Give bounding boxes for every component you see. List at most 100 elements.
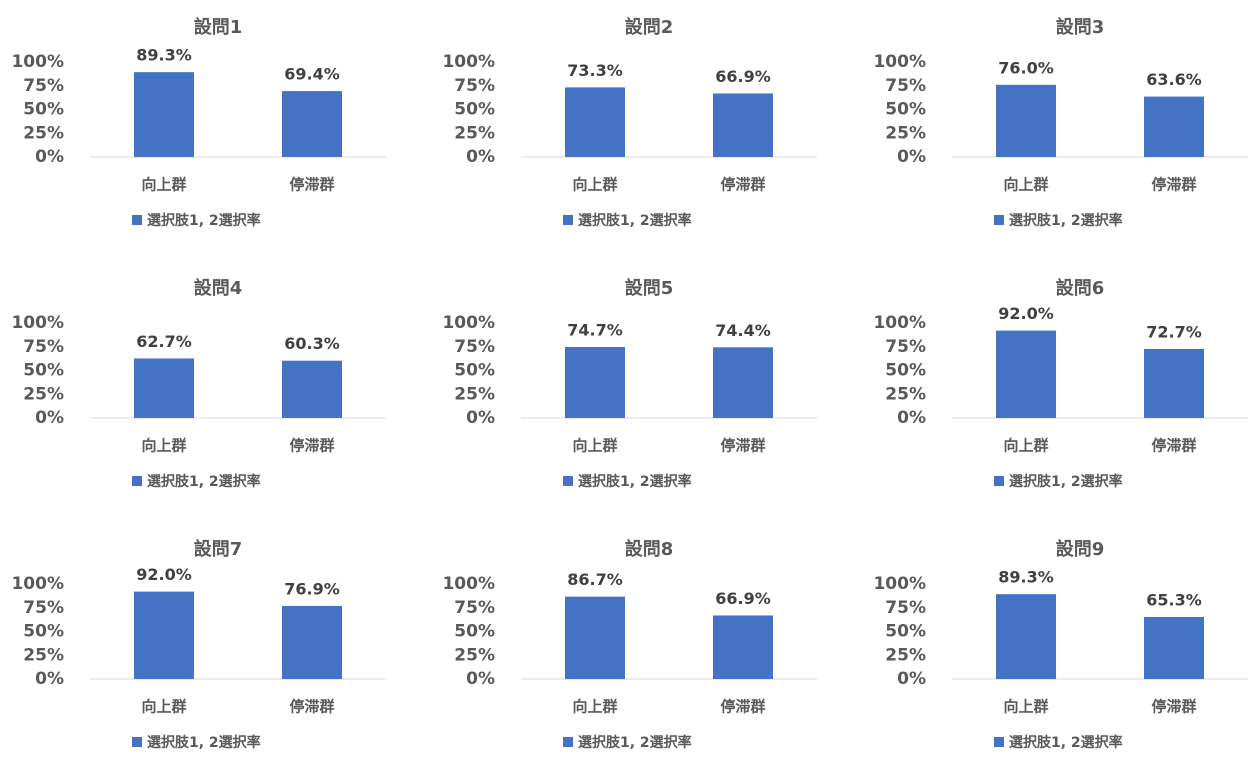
bar bbox=[134, 72, 194, 157]
x-tick-label: 向上群 bbox=[141, 176, 186, 194]
value-label: 86.7% bbox=[567, 570, 623, 589]
y-tick-label: 75% bbox=[23, 76, 64, 96]
x-tick-label: 向上群 bbox=[572, 176, 617, 194]
value-label: 63.6% bbox=[1146, 70, 1202, 89]
value-label: 89.3% bbox=[998, 568, 1054, 587]
y-tick-label: 0% bbox=[35, 147, 64, 167]
y-tick-label: 25% bbox=[454, 645, 495, 665]
legend-label: 選択肢1, 2選択率 bbox=[1009, 212, 1123, 229]
chart-title: 設問7 bbox=[194, 538, 243, 560]
x-tick-label: 停滞群 bbox=[289, 437, 334, 455]
x-tick-label: 停滞群 bbox=[1151, 437, 1196, 455]
x-tick-label: 向上群 bbox=[141, 437, 186, 455]
x-tick-label: 停滞群 bbox=[289, 698, 334, 716]
y-tick-label: 50% bbox=[885, 622, 926, 642]
x-tick-label: 停滞群 bbox=[720, 698, 765, 716]
y-tick-label: 25% bbox=[885, 384, 926, 404]
y-tick-label: 50% bbox=[885, 100, 926, 120]
legend-label: 選択肢1, 2選択率 bbox=[1009, 473, 1123, 490]
y-tick-label: 0% bbox=[35, 669, 64, 689]
bar bbox=[713, 347, 773, 418]
bar bbox=[282, 360, 342, 418]
y-tick-label: 100% bbox=[442, 574, 495, 594]
value-label: 74.4% bbox=[715, 321, 771, 340]
legend-swatch bbox=[132, 215, 142, 225]
value-label: 73.3% bbox=[567, 61, 623, 80]
chart-title: 設問1 bbox=[194, 16, 243, 38]
x-tick-label: 向上群 bbox=[572, 437, 617, 455]
x-tick-label: 向上群 bbox=[1003, 698, 1048, 716]
value-label: 60.3% bbox=[284, 334, 340, 353]
bar bbox=[713, 615, 773, 679]
x-tick-label: 向上群 bbox=[1003, 176, 1048, 194]
y-tick-label: 100% bbox=[442, 313, 495, 333]
y-tick-label: 0% bbox=[466, 408, 495, 428]
bar bbox=[996, 330, 1056, 418]
bar bbox=[1144, 616, 1204, 679]
bar bbox=[565, 347, 625, 418]
bar bbox=[134, 358, 194, 418]
value-label: 65.3% bbox=[1146, 590, 1202, 609]
y-tick-label: 25% bbox=[23, 123, 64, 143]
legend-swatch bbox=[994, 215, 1004, 225]
chart-title: 設問5 bbox=[625, 277, 674, 299]
bar bbox=[1144, 96, 1204, 157]
y-tick-label: 50% bbox=[454, 100, 495, 120]
legend-label: 選択肢1, 2選択率 bbox=[578, 212, 692, 229]
y-tick-label: 25% bbox=[885, 645, 926, 665]
legend-label: 選択肢1, 2選択率 bbox=[147, 473, 261, 490]
value-label: 62.7% bbox=[136, 332, 192, 351]
value-label: 92.0% bbox=[998, 304, 1054, 323]
y-tick-label: 50% bbox=[23, 361, 64, 381]
bar bbox=[282, 605, 342, 679]
y-tick-label: 75% bbox=[23, 598, 64, 618]
bar bbox=[996, 594, 1056, 679]
legend-label: 選択肢1, 2選択率 bbox=[578, 473, 692, 490]
y-tick-label: 100% bbox=[11, 574, 64, 594]
value-label: 76.0% bbox=[998, 58, 1054, 77]
y-tick-label: 25% bbox=[23, 384, 64, 404]
y-tick-label: 75% bbox=[454, 598, 495, 618]
y-tick-label: 25% bbox=[23, 645, 64, 665]
y-tick-label: 75% bbox=[454, 337, 495, 357]
y-tick-label: 25% bbox=[454, 384, 495, 404]
legend-swatch bbox=[563, 215, 573, 225]
y-tick-label: 25% bbox=[885, 123, 926, 143]
value-label: 69.4% bbox=[284, 65, 340, 84]
value-label: 72.7% bbox=[1146, 322, 1202, 341]
x-tick-label: 停滞群 bbox=[1151, 698, 1196, 716]
bar bbox=[282, 91, 342, 157]
y-tick-label: 50% bbox=[454, 622, 495, 642]
y-tick-label: 100% bbox=[11, 52, 64, 72]
x-tick-label: 停滞群 bbox=[1151, 176, 1196, 194]
y-tick-label: 50% bbox=[454, 361, 495, 381]
y-tick-label: 50% bbox=[885, 361, 926, 381]
y-tick-label: 100% bbox=[11, 313, 64, 333]
value-label: 76.9% bbox=[284, 579, 340, 598]
legend-swatch bbox=[994, 476, 1004, 486]
y-tick-label: 75% bbox=[885, 76, 926, 96]
chart-title: 設問4 bbox=[194, 277, 243, 299]
y-tick-label: 100% bbox=[873, 313, 926, 333]
y-tick-label: 25% bbox=[454, 123, 495, 143]
y-tick-label: 50% bbox=[23, 100, 64, 120]
chart-title: 設問2 bbox=[625, 16, 674, 38]
legend-swatch bbox=[132, 476, 142, 486]
value-label: 66.9% bbox=[715, 589, 771, 608]
x-tick-label: 向上群 bbox=[141, 698, 186, 716]
x-tick-label: 向上群 bbox=[572, 698, 617, 716]
y-tick-label: 50% bbox=[23, 622, 64, 642]
legend-label: 選択肢1, 2選択率 bbox=[578, 734, 692, 751]
legend-label: 選択肢1, 2選択率 bbox=[1009, 734, 1123, 751]
y-tick-label: 75% bbox=[23, 337, 64, 357]
y-tick-label: 0% bbox=[897, 408, 926, 428]
chart-title: 設問8 bbox=[625, 538, 674, 560]
bar bbox=[713, 93, 773, 157]
value-label: 66.9% bbox=[715, 67, 771, 86]
y-tick-label: 75% bbox=[885, 598, 926, 618]
y-tick-label: 0% bbox=[466, 669, 495, 689]
y-tick-label: 75% bbox=[454, 76, 495, 96]
y-tick-label: 0% bbox=[35, 408, 64, 428]
legend-label: 選択肢1, 2選択率 bbox=[147, 212, 261, 229]
